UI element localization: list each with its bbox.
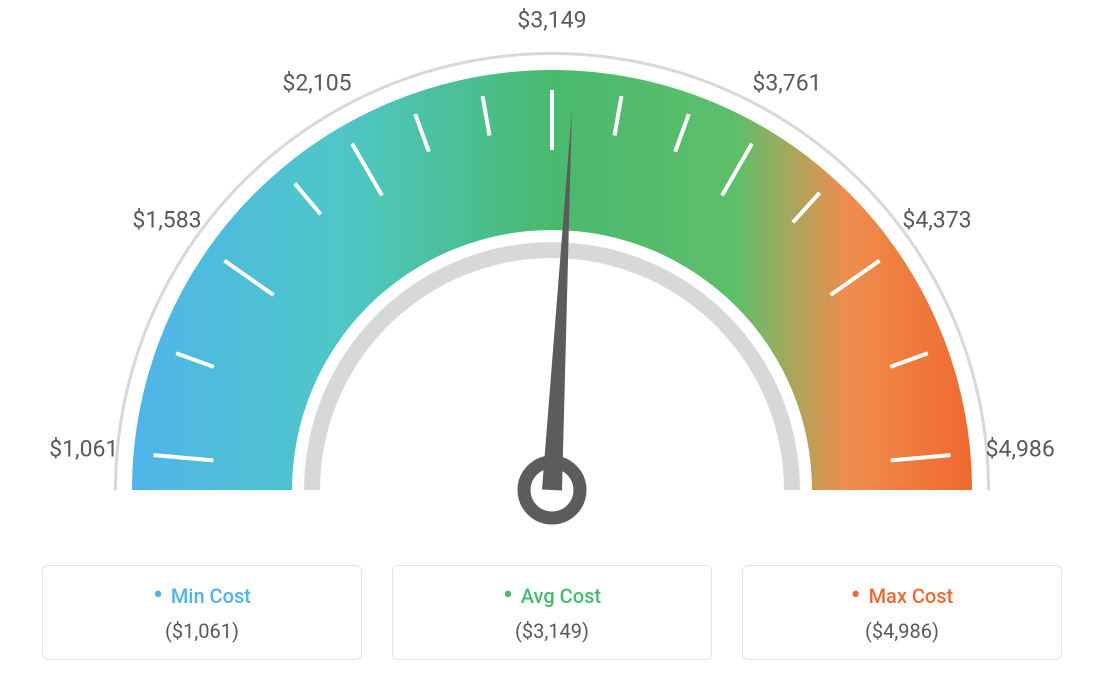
- legend-value: ($4,986): [743, 619, 1061, 643]
- gauge-tick-label: $1,061: [49, 436, 118, 463]
- legend-title: Max Cost: [851, 584, 953, 608]
- gauge-chart: $1,061 $1,583 $2,105 $3,149 $3,761 $4,373 $4,9…: [0, 0, 1104, 560]
- legend-card: Avg Cost ($3,149): [392, 565, 712, 660]
- gauge-tick-label: $4,373: [902, 207, 971, 234]
- legend-title: Avg Cost: [503, 584, 601, 608]
- gauge-tick-label: $2,105: [282, 69, 351, 96]
- gauge-tick-label: $3,761: [752, 69, 821, 96]
- gauge-tick-label: $4,986: [986, 436, 1055, 463]
- legend-value: ($1,061): [43, 619, 361, 643]
- legend-title: Min Cost: [153, 584, 251, 608]
- legend-value: ($3,149): [393, 619, 711, 643]
- legend-card: Max Cost ($4,986): [742, 565, 1062, 660]
- legend: Min Cost ($1,061) Avg Cost ($3,149) Max Cost…: [0, 565, 1104, 660]
- gauge-tick-label: $3,149: [517, 7, 586, 34]
- gauge-svg: [0, 0, 1104, 560]
- gauge-tick-label: $1,583: [132, 207, 201, 234]
- legend-card: Min Cost ($1,061): [42, 565, 362, 660]
